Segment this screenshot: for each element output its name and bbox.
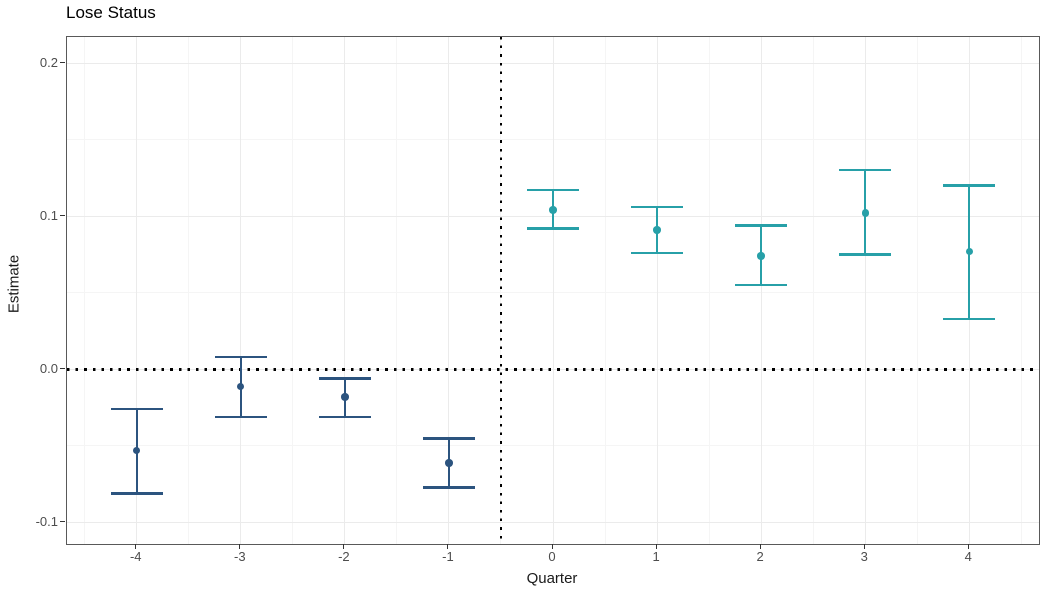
point-estimate-dot xyxy=(757,252,765,260)
major-gridline-vertical xyxy=(240,37,242,544)
major-gridline-vertical xyxy=(448,37,450,544)
plot-panel xyxy=(66,36,1040,545)
x-axis-tick xyxy=(655,544,657,549)
x-tick-label: 1 xyxy=(652,549,660,564)
minor-gridline-vertical xyxy=(604,37,606,544)
chart-title: Lose Status xyxy=(66,3,156,22)
y-tick-label: 0.0 xyxy=(39,360,58,376)
major-gridline-vertical xyxy=(656,37,658,544)
point-estimate-dot xyxy=(237,382,245,390)
errorbar-cap-bottom xyxy=(318,415,371,419)
errorbar-cap-top xyxy=(110,408,163,411)
x-tick-label: -1 xyxy=(442,549,454,564)
errorbar-cap-bottom xyxy=(735,283,788,287)
minor-gridline-vertical xyxy=(812,37,814,544)
point-estimate-dot xyxy=(445,459,453,467)
errorbar-cap-bottom xyxy=(110,492,163,495)
errorbar-cap-top xyxy=(631,205,684,209)
x-tick-label: 0 xyxy=(548,549,556,564)
minor-gridline-vertical xyxy=(292,37,294,544)
major-gridline-horizontal xyxy=(67,522,1039,524)
x-axis-tick xyxy=(135,544,137,549)
y-axis-tick xyxy=(60,214,65,216)
point-estimate-dot xyxy=(653,226,661,234)
errorbar-cap-top xyxy=(839,169,892,172)
x-tick-label: -3 xyxy=(234,549,246,564)
x-tick-label: -4 xyxy=(129,549,142,564)
major-gridline-vertical xyxy=(136,37,138,544)
errorbar-cap-top xyxy=(735,224,788,227)
y-axis-tick xyxy=(60,521,65,523)
y-tick-label: 0.2 xyxy=(39,54,58,70)
errorbar-cap-top xyxy=(214,355,267,359)
minor-gridline-vertical xyxy=(1020,37,1022,544)
x-axis-tick xyxy=(343,544,345,549)
point-estimate-dot xyxy=(861,209,869,217)
point-estimate-dot xyxy=(549,206,557,214)
y-axis-label: Estimate xyxy=(5,254,23,314)
y-tick-label: -0.1 xyxy=(35,514,58,530)
errorbar-cap-bottom xyxy=(839,253,892,256)
x-axis-tick xyxy=(551,544,553,549)
errorbar-cap-top xyxy=(318,377,371,380)
errorbar-cap-bottom xyxy=(526,227,579,230)
errorbar-cap-top xyxy=(943,184,996,187)
x-tick-label: -2 xyxy=(338,549,350,564)
errorbar-cap-bottom xyxy=(631,251,684,255)
minor-gridline-vertical xyxy=(916,37,918,544)
point-estimate-dot xyxy=(965,247,973,256)
y-axis-tick xyxy=(60,61,65,63)
errorbar-cap-bottom xyxy=(943,317,996,321)
minor-gridline-vertical xyxy=(84,37,86,544)
zero-reference-line xyxy=(67,368,1039,371)
x-axis-tick xyxy=(447,544,449,549)
x-axis-tick xyxy=(967,544,969,549)
errorbar-cap-top xyxy=(526,188,579,192)
major-gridline-vertical xyxy=(864,37,866,544)
x-axis-tick xyxy=(239,544,241,549)
y-tick-label: 0.1 xyxy=(39,207,58,223)
minor-gridline-vertical xyxy=(396,37,398,544)
x-axis-label: Quarter xyxy=(526,570,578,587)
point-estimate-dot xyxy=(133,446,141,455)
major-gridline-vertical xyxy=(760,37,762,544)
major-gridline-horizontal xyxy=(67,62,1039,64)
x-axis-tick xyxy=(759,544,761,549)
y-axis-tick xyxy=(60,367,65,369)
x-axis-tick xyxy=(863,544,865,549)
x-tick-label: 4 xyxy=(964,549,972,564)
x-tick-label: 3 xyxy=(860,549,868,564)
major-gridline-vertical xyxy=(552,37,554,544)
minor-gridline-vertical xyxy=(188,37,190,544)
errorbar-cap-top xyxy=(422,437,475,440)
minor-gridline-vertical xyxy=(708,37,710,544)
errorbar-cap-bottom xyxy=(422,486,475,489)
errorbar-cap-bottom xyxy=(214,415,267,419)
event-time-reference-line xyxy=(499,37,503,544)
major-gridline-vertical xyxy=(344,37,346,544)
x-tick-label: 2 xyxy=(756,549,764,564)
point-estimate-dot xyxy=(341,393,349,401)
